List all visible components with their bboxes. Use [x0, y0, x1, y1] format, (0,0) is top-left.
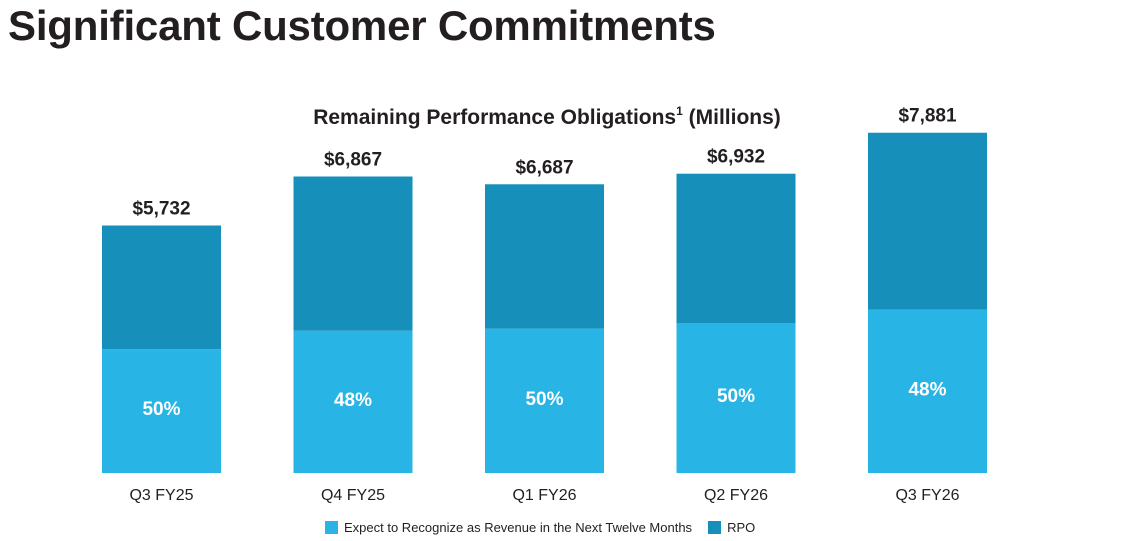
bar-segment-ntm	[293, 330, 413, 473]
chart-title-text: Remaining Performance Obligations	[313, 106, 677, 129]
bar-segment-ntm	[485, 328, 604, 473]
chart-title: Remaining Performance Obligations1 (Mill…	[0, 104, 1094, 130]
bar-segment-ntm	[676, 323, 796, 473]
bar-segment-rpo	[485, 184, 604, 329]
legend-label-ntm: Expect to Recognize as Revenue in the Ne…	[344, 520, 693, 535]
legend-swatch-ntm	[325, 521, 338, 534]
x-tick-label: Q2 FY26	[704, 487, 768, 504]
bar-segment-rpo	[868, 132, 987, 310]
bar-percent-label: 48%	[334, 390, 372, 411]
x-tick-label: Q3 FY25	[129, 487, 193, 504]
legend-label-rpo: RPO	[727, 520, 756, 535]
chart-legend: Expect to Recognize as Revenue in the Ne…	[325, 520, 771, 535]
bar-total-label: $7,881	[898, 106, 957, 127]
bar-total-label: $6,932	[707, 147, 765, 168]
page-title: Significant Customer Commitments	[8, 2, 716, 49]
chart-title-units: (Millions)	[688, 106, 781, 129]
chart-title-footnote: 1	[676, 104, 683, 118]
legend-swatch-rpo	[708, 521, 722, 534]
bar-segment-rpo	[293, 176, 413, 331]
bar-total-label: $6,867	[324, 150, 382, 171]
legend-item-rpo: RPO	[708, 520, 755, 535]
bar-percent-label: 50%	[142, 399, 180, 420]
bar-segment-rpo	[102, 225, 221, 350]
bar-percent-label: 50%	[525, 389, 563, 410]
legend-item-ntm: Expect to Recognize as Revenue in the Ne…	[325, 520, 692, 535]
bar-percent-label: 50%	[717, 386, 755, 407]
bar-segment-rpo	[676, 173, 796, 324]
x-tick-label: Q3 FY26	[895, 487, 959, 504]
bar-segment-ntm	[868, 309, 987, 473]
bar-percent-label: 48%	[908, 379, 946, 400]
x-tick-label: Q1 FY26	[512, 487, 576, 504]
x-tick-label: Q4 FY25	[321, 487, 385, 504]
bar-total-label: $6,687	[515, 157, 573, 178]
bar-segment-ntm	[102, 349, 221, 473]
bar-total-label: $5,732	[132, 199, 190, 220]
